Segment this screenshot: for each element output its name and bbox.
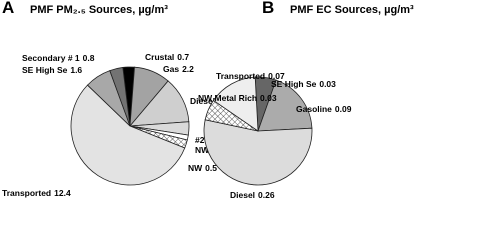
- chart-title: PMF EC Sources, µg/m³: [290, 4, 414, 16]
- slice-label: SE High Se 0.03: [271, 79, 336, 89]
- slice-value: 0.7: [177, 52, 189, 62]
- slice-name: SE High Se: [271, 79, 317, 89]
- slice-name: Crustal: [145, 52, 174, 62]
- slice-label: Gas 2.2: [163, 64, 194, 74]
- slice-value: 0.09: [335, 104, 352, 114]
- slice-value: 0.8: [83, 53, 95, 63]
- slice-label: Diesel 0.26: [230, 190, 275, 200]
- slice-name: Transported: [2, 188, 51, 198]
- slice-label: NW 0.5: [188, 163, 217, 173]
- pie-slice: [203, 119, 313, 186]
- slice-name: SE High Se: [22, 65, 68, 75]
- slice-name: Secondary # 1: [22, 53, 80, 63]
- pie-slice: [212, 76, 259, 132]
- slice-label: Transported 0.07: [216, 71, 285, 81]
- slice-value: 0.26: [258, 190, 275, 200]
- slice-value: 1.6: [70, 65, 82, 75]
- slice-name: #2: [195, 135, 205, 145]
- pie-slice: [70, 84, 186, 186]
- slice-label: Transported 12.4: [2, 188, 71, 198]
- chart: A PMF PM₂.₅ Sources, µg/m³ Crustal 0.7 Gas 2.…: [2, 0, 414, 200]
- slice-name: NW: [188, 163, 203, 173]
- slice-label: Crustal 0.7: [145, 52, 189, 62]
- slice-name: Transported: [216, 71, 265, 81]
- slice-label: Gasoline 0.09: [296, 104, 352, 114]
- page: {"chart_data": [ {"type": "pie", "panel_…: [2, 0, 415, 200]
- slice-value: 12.4: [54, 188, 71, 198]
- slice-label: SE High Se 1.6: [22, 65, 82, 75]
- slice-name: Diesel: [190, 96, 215, 106]
- pie-slice: [109, 66, 131, 127]
- panel-label: A: [2, 0, 14, 17]
- chart-title: PMF PM₂.₅ Sources, µg/m³: [30, 4, 168, 16]
- slice-value: 0.03: [319, 79, 336, 89]
- panel-label: B: [262, 0, 274, 17]
- slice-label: Secondary # 1 0.8: [22, 53, 95, 63]
- slice-name: Gasoline: [296, 104, 332, 114]
- slice-value: 0.5: [205, 163, 217, 173]
- slice-value: 0.03: [260, 93, 277, 103]
- slice-value: 2.2: [182, 64, 194, 74]
- slice-name: NW Metal Rich: [198, 93, 257, 103]
- pie-slice: [257, 79, 313, 132]
- slice-value: 0.07: [268, 71, 285, 81]
- slice-label: NW Metal Rich 0.03: [198, 93, 277, 103]
- slice-name: Diesel: [230, 190, 255, 200]
- slice-name: Gas: [163, 64, 179, 74]
